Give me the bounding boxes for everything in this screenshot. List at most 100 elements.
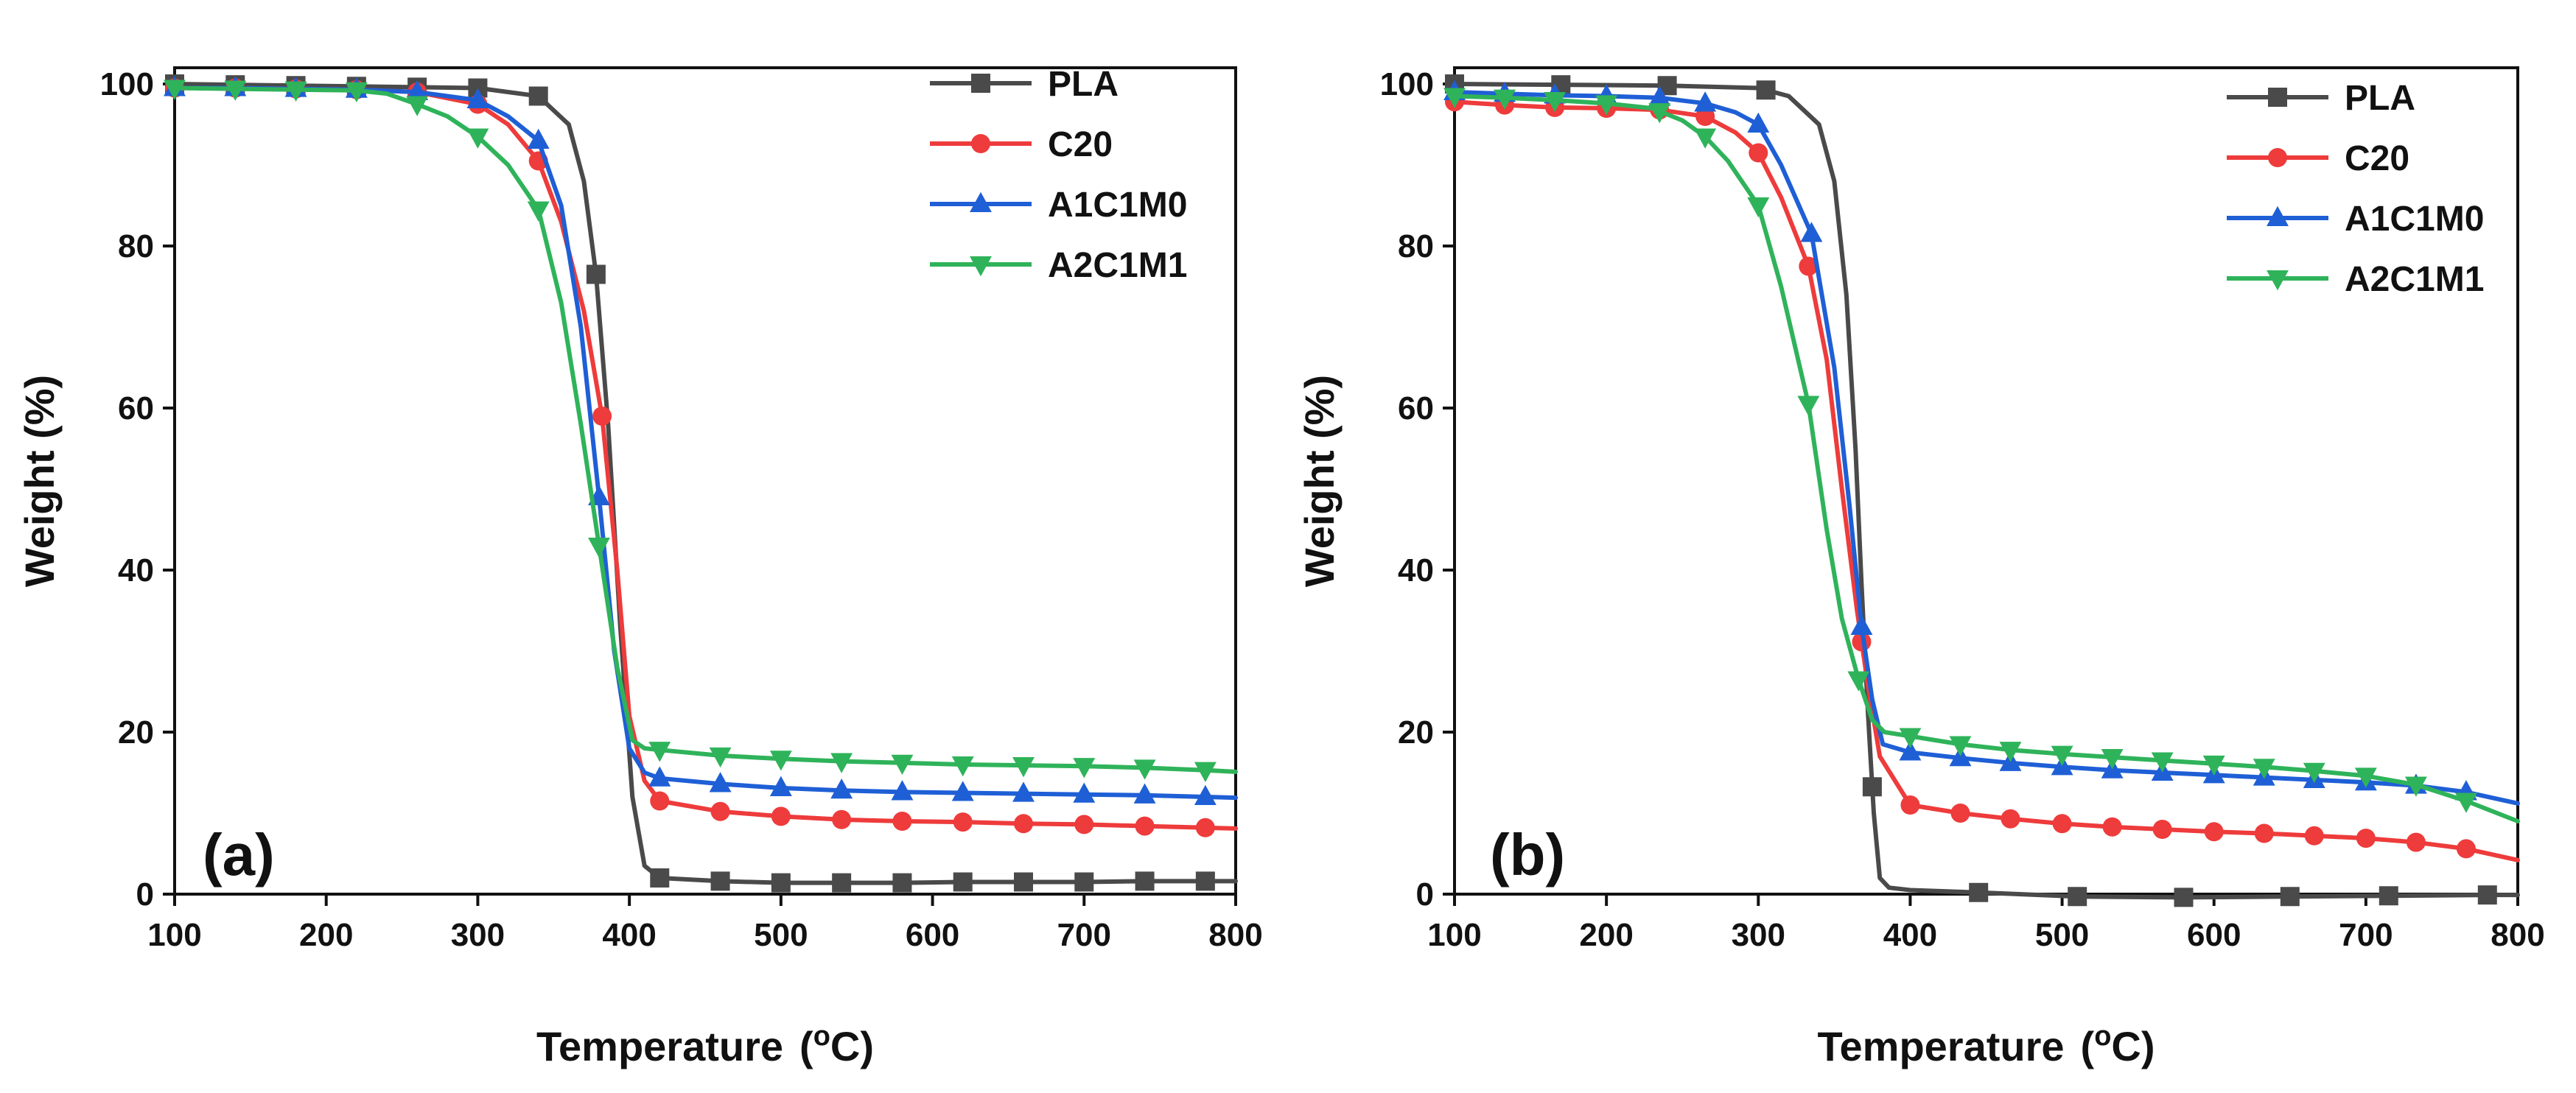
- data-point-PLA: [1014, 872, 1033, 892]
- series-line-A2C1M1: [172, 85, 1238, 774]
- data-point-A1C1M0: [1694, 91, 1717, 112]
- legend-label-A1C1M0: A1C1M0: [1048, 186, 1187, 225]
- data-point-A1C1M0: [1012, 781, 1035, 802]
- data-point-A1C1M0: [1073, 782, 1096, 803]
- x-tick-label: 100: [147, 917, 201, 953]
- data-point-PLA: [1969, 882, 1989, 902]
- x-tick-label: 800: [1208, 917, 1262, 953]
- legend-label-PLA: PLA: [1048, 65, 1119, 104]
- data-point-A2C1M1: [1899, 728, 1922, 748]
- data-point-C20: [2204, 822, 2224, 842]
- data-point-A2C1M1: [1494, 89, 1516, 110]
- data-point-PLA: [2068, 887, 2087, 907]
- data-point-A2C1M1: [1443, 88, 1466, 108]
- x-tick-label: 600: [906, 917, 959, 953]
- y-tick-label: 60: [118, 390, 154, 426]
- x-axis-title: Temperature (oC): [536, 1021, 874, 1069]
- data-point-PLA: [1756, 80, 1776, 100]
- panel-label: (b): [1490, 822, 1565, 888]
- data-point-C20: [1900, 795, 1920, 815]
- legend-label-A2C1M1: A2C1M1: [2345, 260, 2484, 299]
- data-point-C20: [2356, 829, 2376, 848]
- data-point-PLA: [832, 873, 852, 893]
- data-point-A1C1M0: [891, 780, 914, 801]
- y-tick-label: 0: [136, 876, 154, 913]
- x-axis-title-unit: (oC): [799, 1021, 874, 1069]
- series-line-A1C1M0: [1452, 90, 2520, 806]
- data-point-PLA: [710, 871, 730, 891]
- series-A1C1M0: [1443, 80, 2520, 806]
- unit-part: (: [2081, 1023, 2095, 1069]
- data-point-C20: [2001, 809, 2020, 829]
- y-tick-label: 60: [1398, 390, 1434, 426]
- plot-frame: [173, 66, 1237, 896]
- legend-marker-A1C1M0: [970, 191, 992, 213]
- data-point-PLA: [2379, 886, 2398, 906]
- data-point-C20: [1014, 814, 1033, 834]
- data-point-A2C1M1: [1544, 91, 1567, 113]
- y-tick-label: 0: [1416, 876, 1434, 913]
- panel-a: 100 200 300 400 500 600 700 800 0 20 40 60 80 100 Temp…: [16, 65, 1263, 1069]
- data-point-A2C1M1: [2454, 792, 2477, 813]
- data-point-A1C1M0: [769, 776, 792, 796]
- data-point-PLA: [1135, 871, 1155, 891]
- legend-marker-PLA: [971, 74, 990, 93]
- data-point-A2C1M1: [648, 742, 671, 762]
- data-point-A2C1M1: [2253, 759, 2275, 779]
- data-point-A2C1M1: [2101, 749, 2124, 770]
- x-tick-label: 700: [2339, 917, 2393, 953]
- data-point-A2C1M1: [345, 82, 368, 103]
- data-point-A2C1M1: [1949, 736, 1972, 756]
- data-point-A2C1M1: [1194, 762, 1217, 782]
- legend-label-C20: C20: [2345, 139, 2409, 178]
- panel-label: (a): [203, 822, 275, 888]
- data-point-A2C1M1: [1694, 128, 1717, 149]
- data-point-A1C1M0: [1648, 85, 1671, 106]
- x-tick-label: 500: [2035, 917, 2089, 953]
- y-tick-label: 100: [100, 66, 154, 102]
- data-point-C20: [2456, 839, 2476, 859]
- data-point-C20: [1074, 815, 1094, 834]
- data-point-C20: [2304, 826, 2324, 846]
- data-point-PLA: [1074, 872, 1094, 892]
- data-point-PLA: [468, 78, 488, 98]
- x-tick-label: 100: [1427, 917, 1481, 953]
- legend: PLA C20 A1C1M0 A2C1M1: [2227, 79, 2484, 299]
- data-point-A2C1M1: [466, 128, 489, 149]
- data-point-C20: [2102, 817, 2122, 837]
- data-point-PLA: [1195, 871, 1215, 891]
- data-point-PLA: [953, 872, 973, 892]
- data-point-A1C1M0: [527, 128, 550, 150]
- unit-part: o: [813, 1021, 830, 1052]
- y-tick-label: 40: [118, 552, 154, 588]
- data-point-A1C1M0: [830, 778, 853, 799]
- data-point-A2C1M1: [2354, 767, 2377, 788]
- legend-marker-A2C1M1: [2267, 270, 2289, 291]
- legend-label-A2C1M1: A2C1M1: [1048, 246, 1187, 285]
- data-point-C20: [953, 812, 973, 832]
- unit-part: C): [2111, 1023, 2155, 1069]
- data-point-A2C1M1: [1847, 671, 1870, 692]
- data-point-A2C1M1: [1133, 759, 1156, 780]
- legend-label-C20: C20: [1048, 125, 1113, 164]
- x-tick-label: 200: [1579, 917, 1633, 953]
- data-point-A2C1M1: [1747, 197, 1770, 218]
- data-point-A1C1M0: [648, 766, 671, 787]
- y-tick-label: 20: [118, 714, 154, 751]
- unit-part: (: [799, 1023, 813, 1069]
- data-point-A1C1M0: [1194, 784, 1217, 806]
- data-point-C20: [710, 801, 730, 821]
- data-point-C20: [1195, 818, 1215, 837]
- x-tick-label: 800: [2491, 917, 2544, 953]
- data-point-PLA: [2174, 888, 2194, 907]
- data-point-A2C1M1: [164, 80, 186, 100]
- y-axis-title: Weight (%): [16, 375, 63, 587]
- series-A2C1M1: [164, 80, 1238, 782]
- x-axis-title-unit: (oC): [2081, 1021, 2155, 1069]
- data-point-C20: [832, 809, 852, 829]
- data-point-A1C1M0: [1747, 112, 1770, 133]
- data-point-PLA: [2477, 885, 2497, 905]
- data-point-A2C1M1: [1797, 396, 1820, 416]
- data-point-PLA: [528, 86, 548, 106]
- series-A2C1M1: [1443, 88, 2520, 823]
